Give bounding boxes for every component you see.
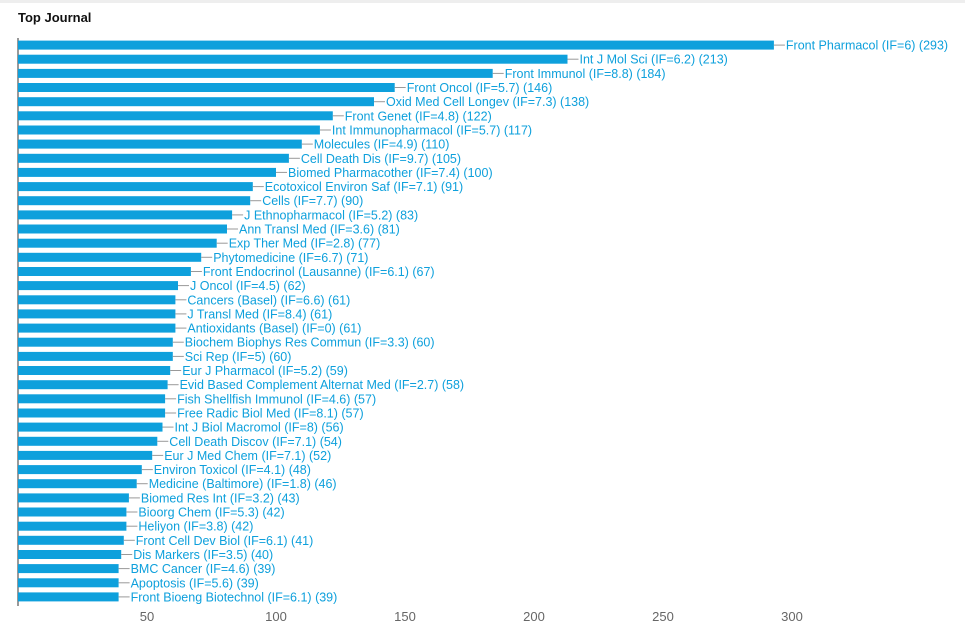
bar[interactable] — [18, 97, 374, 107]
top-border — [0, 0, 965, 3]
bar-label: Cell Death Dis (IF=9.7) (105) — [301, 152, 461, 166]
bar-label: Front Cell Dev Biol (IF=6.1) (41) — [136, 534, 313, 548]
bar[interactable] — [18, 592, 119, 602]
bar-label: Front Immunol (IF=8.8) (184) — [505, 67, 666, 81]
bar[interactable] — [18, 521, 127, 531]
bar[interactable] — [18, 83, 395, 92]
bar[interactable] — [18, 337, 173, 347]
bar[interactable] — [18, 267, 191, 276]
bar[interactable] — [18, 224, 227, 234]
x-tick-label: 150 — [394, 609, 416, 624]
bar-label: Front Genet (IF=4.8) (122) — [345, 109, 492, 123]
bar-label: J Ethnopharmacol (IF=5.2) (83) — [244, 208, 418, 222]
bar[interactable] — [18, 111, 333, 121]
bar-label: Free Radic Biol Med (IF=8.1) (57) — [177, 407, 364, 421]
bar[interactable] — [18, 394, 166, 404]
bar-label: BMC Cancer (IF=4.6) (39) — [131, 562, 276, 576]
bar-label: J Transl Med (IF=8.4) (61) — [187, 307, 332, 321]
bar[interactable] — [18, 450, 153, 460]
bar-label: Heliyon (IF=3.8) (42) — [138, 520, 253, 534]
bar[interactable] — [18, 564, 119, 574]
bar[interactable] — [18, 479, 137, 489]
bar[interactable] — [18, 550, 122, 559]
bar[interactable] — [18, 493, 129, 503]
x-tick-label: 200 — [523, 609, 545, 624]
bar-label: Bioorg Chem (IF=5.3) (42) — [138, 506, 284, 520]
bar[interactable] — [18, 295, 176, 305]
bar-label: Exp Ther Med (IF=2.8) (77) — [229, 237, 381, 251]
x-tick-label: 100 — [265, 609, 287, 624]
bar-label: Dis Markers (IF=3.5) (40) — [133, 548, 273, 562]
bar-label: Ecotoxicol Environ Saf (IF=7.1) (91) — [265, 180, 463, 194]
bar[interactable] — [18, 153, 289, 163]
x-tick-label: 50 — [140, 609, 154, 624]
bar[interactable] — [18, 535, 124, 545]
bar-label: Front Pharmacol (IF=6) (293) — [786, 39, 948, 53]
bar[interactable] — [18, 281, 178, 291]
bar-label: Medicine (Baltimore) (IF=1.8) (46) — [149, 477, 337, 491]
bar-label: Environ Toxicol (IF=4.1) (48) — [154, 463, 311, 477]
bar-label: Cells (IF=7.7) (90) — [262, 194, 363, 208]
bar[interactable] — [18, 196, 251, 206]
bar-label: Front Bioeng Biotechnol (IF=6.1) (39) — [131, 590, 338, 604]
bar-label: Cell Death Discov (IF=7.1) (54) — [169, 435, 342, 449]
bar[interactable] — [18, 167, 276, 177]
bar-label: Ann Transl Med (IF=3.6) (81) — [239, 223, 400, 237]
bar[interactable] — [18, 210, 233, 220]
bar-label: Antioxidants (Basel) (IF=0) (61) — [187, 322, 361, 336]
bar-label: Int J Mol Sci (IF=6.2) (213) — [580, 53, 728, 67]
bar-label: J Oncol (IF=4.5) (62) — [190, 279, 306, 293]
bar[interactable] — [18, 182, 253, 192]
bar-label: Int Immunopharmacol (IF=5.7) (117) — [332, 124, 532, 138]
bar[interactable] — [18, 436, 158, 446]
bar[interactable] — [18, 139, 302, 149]
bar-label: Front Oncol (IF=5.7) (146) — [407, 81, 553, 95]
bar-label: Int J Biol Macromol (IF=8) (56) — [175, 421, 344, 435]
bar-label: Phytomedicine (IF=6.7) (71) — [213, 251, 368, 265]
bar-label: Apoptosis (IF=5.6) (39) — [131, 576, 259, 590]
bar[interactable] — [18, 351, 173, 361]
bar[interactable] — [18, 125, 320, 135]
bar-label: Cancers (Basel) (IF=6.6) (61) — [187, 293, 350, 307]
bar[interactable] — [18, 238, 217, 248]
bar-label: Biomed Pharmacother (IF=7.4) (100) — [288, 166, 493, 180]
bar-label: Sci Rep (IF=5) (60) — [185, 350, 292, 364]
bar-label: Eur J Pharmacol (IF=5.2) (59) — [182, 364, 348, 378]
bar[interactable] — [18, 54, 568, 64]
bar-label: Oxid Med Cell Longev (IF=7.3) (138) — [386, 95, 589, 109]
x-tick-label: 250 — [652, 609, 674, 624]
bar[interactable] — [18, 68, 493, 78]
x-tick-label: 300 — [781, 609, 803, 624]
bar[interactable] — [18, 309, 176, 319]
bar[interactable] — [18, 422, 163, 432]
bar-label: Front Endocrinol (Lausanne) (IF=6.1) (67… — [203, 265, 435, 279]
bar-label: Molecules (IF=4.9) (110) — [314, 138, 450, 152]
bar[interactable] — [18, 578, 119, 588]
bar[interactable] — [18, 408, 166, 418]
bar-label: Fish Shellfish Immunol (IF=4.6) (57) — [177, 392, 376, 406]
bar-label: Biochem Biophys Res Commun (IF=3.3) (60) — [185, 336, 435, 350]
bar[interactable] — [18, 323, 176, 333]
chart-title: Top Journal — [18, 10, 92, 25]
bar[interactable] — [18, 366, 171, 375]
bar[interactable] — [18, 40, 774, 50]
bar[interactable] — [18, 465, 142, 475]
bar[interactable] — [18, 252, 202, 262]
bar-label: Eur J Med Chem (IF=7.1) (52) — [164, 449, 331, 463]
bar-label: Evid Based Complement Alternat Med (IF=2… — [180, 378, 465, 392]
bar-label: Biomed Res Int (IF=3.2) (43) — [141, 491, 300, 505]
bar[interactable] — [18, 380, 168, 390]
bar[interactable] — [18, 507, 127, 517]
